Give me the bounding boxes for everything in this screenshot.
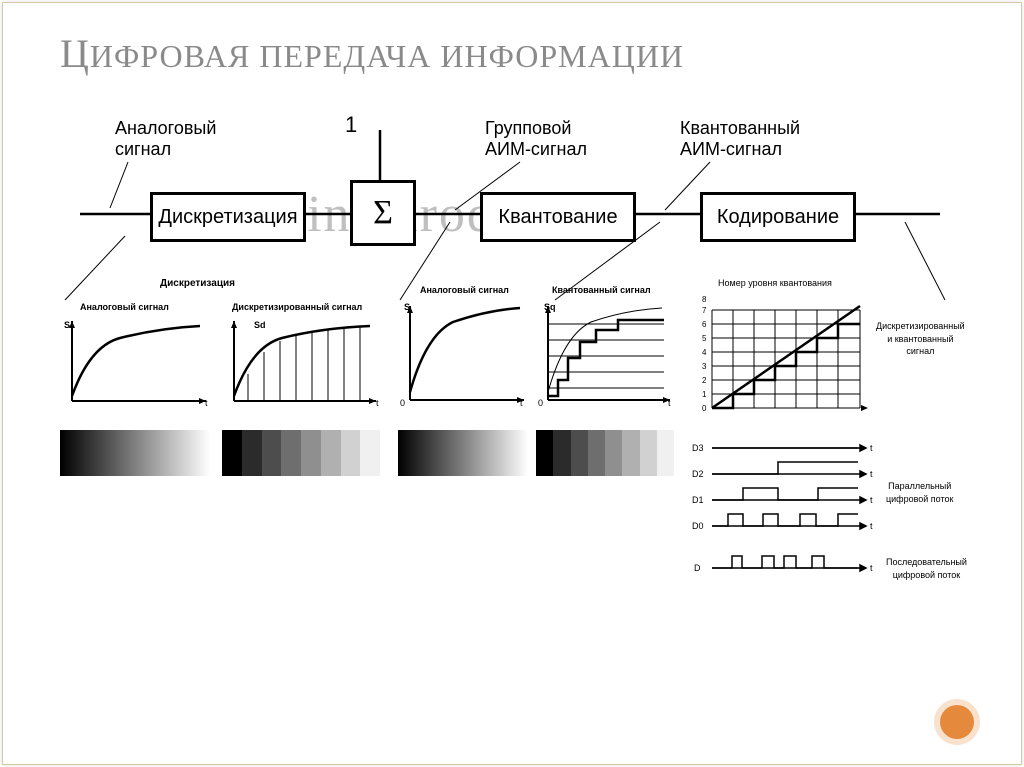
gradient-smooth-1 [60, 430, 210, 476]
gradient-steps-2 [536, 430, 674, 476]
svg-text:t: t [870, 469, 873, 479]
box-quantization: Квантование [480, 192, 636, 242]
chart-analog2-sub: Аналоговый сигнал [420, 285, 509, 295]
svg-text:D2: D2 [692, 469, 704, 479]
chart-analog-s: S [64, 320, 70, 330]
chart-analog-t: t [205, 398, 208, 408]
chart-analog [60, 316, 210, 411]
svg-text:t: t [870, 563, 873, 573]
chart-sampled [222, 316, 382, 411]
svg-text:8: 8 [702, 295, 707, 304]
chart-analog2-o: 0 [400, 398, 405, 408]
box-sum: Σ [350, 180, 416, 246]
label-quant: Квантованный АИМ-сигнал [680, 118, 800, 159]
label-serial: Последовательный цифровой поток [886, 556, 967, 581]
chart-disc-title: Дискретизация [160, 278, 235, 289]
accent-dot-icon [940, 705, 974, 739]
digital-waveforms: D3 D2 D1 D0 D t t t t t [688, 430, 888, 590]
gradient-steps-1 [222, 430, 380, 476]
chart-level-title: Номер уровня квантования [718, 278, 832, 288]
chart-levels: 0 1 2 3 4 5 6 7 8 [692, 290, 872, 420]
svg-text:t: t [870, 443, 873, 453]
svg-text:D1: D1 [692, 495, 704, 505]
chart-quant-o: 0 [538, 398, 543, 408]
label-one: 1 [345, 112, 357, 137]
svg-text:3: 3 [702, 362, 707, 371]
chart-quant-sub: Квантованный сигнал [552, 285, 651, 295]
chart-analog2-s: S [404, 302, 410, 312]
label-analog: Аналоговый сигнал [115, 118, 216, 159]
chart-sampled-sd: Sd [254, 320, 266, 330]
label-parallel: Параллельный цифровой поток [886, 480, 953, 505]
svg-text:t: t [870, 495, 873, 505]
chart-analog2 [398, 300, 528, 410]
svg-text:5: 5 [702, 334, 707, 343]
svg-text:t: t [870, 521, 873, 531]
svg-text:4: 4 [702, 348, 707, 357]
chart-dq-label: Дискретизированный и квантованный сигнал [876, 320, 965, 358]
gradient-smooth-2 [398, 430, 528, 476]
chart-sampled-sub: Дискретизированный сигнал [232, 302, 362, 312]
svg-text:D3: D3 [692, 443, 704, 453]
box-discretization: Дискретизация [150, 192, 306, 242]
svg-text:0: 0 [702, 404, 707, 413]
chart-analog2-t: t [520, 398, 523, 408]
svg-text:7: 7 [702, 306, 707, 315]
chart-quant [536, 300, 676, 410]
flow-wires [0, 0, 1024, 320]
svg-text:6: 6 [702, 320, 707, 329]
box-encoding: Кодирование [700, 192, 856, 242]
chart-sampled-t: t [376, 398, 379, 408]
label-group: Групповой АИМ-сигнал [485, 118, 587, 159]
chart-analog-sub: Аналоговый сигнал [80, 302, 169, 312]
svg-text:2: 2 [702, 376, 707, 385]
chart-quant-t: t [668, 398, 671, 408]
chart-quant-sq: Sq [544, 302, 556, 312]
svg-text:D: D [694, 563, 701, 573]
svg-text:1: 1 [702, 390, 707, 399]
svg-text:D0: D0 [692, 521, 704, 531]
